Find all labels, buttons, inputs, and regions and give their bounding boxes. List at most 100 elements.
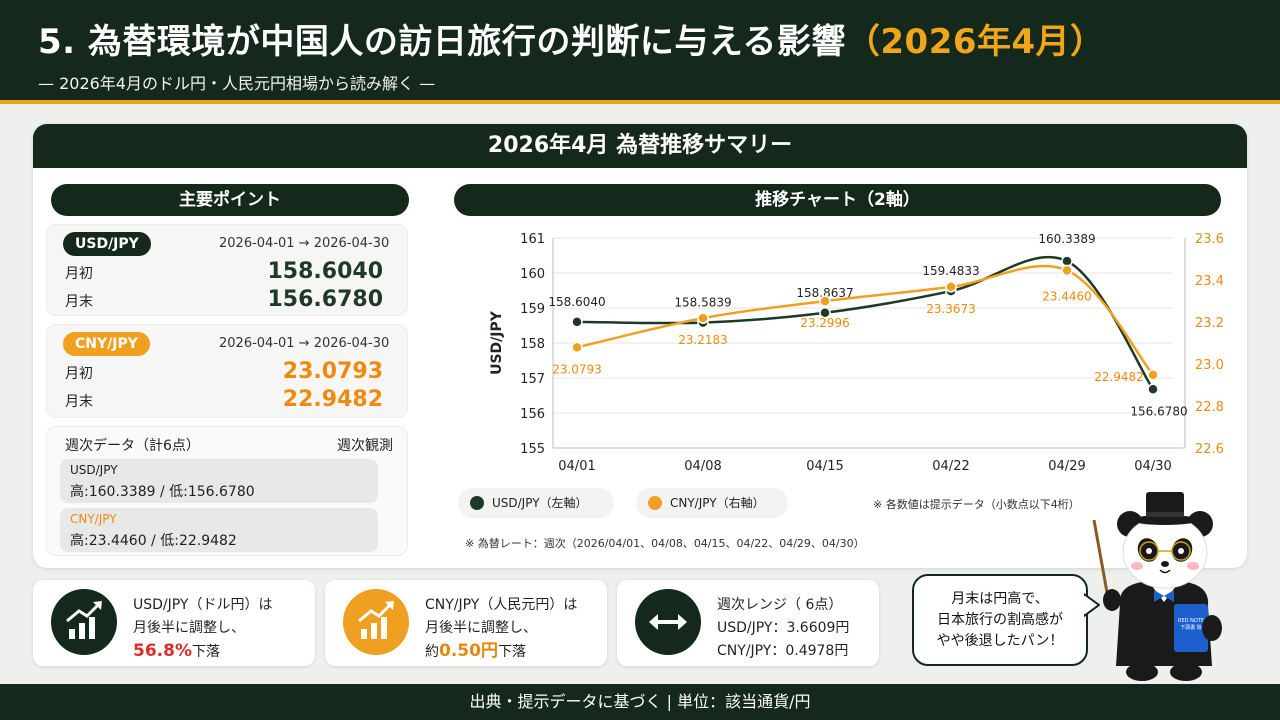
x-tick-label: 04/08 [684, 459, 721, 474]
chart-header: 推移チャート（2軸） [454, 184, 1221, 216]
usd-data-point [819, 307, 831, 319]
title-period: （2026年4月） [845, 22, 1105, 62]
cny-change-prefix: 約 [425, 644, 439, 660]
page-title: 5. 為替環境が中国人の訪日旅行の判断に与える影響（2026年4月） [38, 14, 1105, 63]
cny-data-label: 23.2996 [800, 316, 850, 330]
usd-range: 2026-04-01 → 2026-04-30 [219, 236, 390, 251]
usd-tag: USD/JPY [63, 232, 151, 256]
cny-series-line [576, 264, 1154, 376]
cny-end-label: 月末 [65, 394, 93, 410]
usd-end-value: 156.6780 [267, 287, 383, 312]
weekly-cny-hilo: 高:23.4460 / 低:22.9482 [70, 533, 237, 549]
weekly-range-text: 週次レンジ（ 6点） USD/JPY：3.6609円 CNY/JPY：0.497… [717, 594, 849, 663]
cny-change-line1: CNY/JPY（人民元円）は [425, 597, 578, 613]
usd-change-text: USD/JPY（ドル円）は 月後半に調整し、 56.8%下落 [133, 594, 272, 664]
legend-cny: CNY/JPY（右軸） [636, 488, 788, 518]
usd-data-label: 159.4833 [922, 264, 979, 278]
page-header: 5. 為替環境が中国人の訪日旅行の判断に与える影響（2026年4月） — 202… [0, 0, 1280, 104]
book-text-line1: RED NOTE [1178, 618, 1204, 624]
legend-usd-swatch [470, 496, 484, 510]
cny-range: 2026-04-01 → 2026-04-30 [219, 336, 390, 351]
cny-change-amount: 0.50円 [439, 641, 498, 661]
x-tick-label: 04/29 [1048, 459, 1085, 474]
y-left-axis-title: USD/JPY [489, 310, 505, 375]
legend-note: ※ 各数値は提示データ（小数点以下4桁） [873, 498, 1080, 511]
weekly-range-line3: CNY/JPY：0.4978円 [717, 643, 849, 659]
usd-change-suffix: 下落 [191, 644, 220, 660]
weekly-range-line1: 週次レンジ（ 6点） [717, 597, 843, 613]
double-arrow-icon [635, 589, 701, 655]
cny-change-line2: 月後半に調整し、 [425, 620, 537, 636]
key-points-header: 主要ポイント [51, 184, 409, 216]
bar-chart-up-icon [51, 589, 117, 655]
weekly-usd-row: USD/JPY 高:160.3389 / 低:156.6780 [60, 459, 378, 503]
usd-change-percent: 56.8% [133, 641, 192, 661]
cny-change-text: CNY/JPY（人民元円）は 月後半に調整し、 約0.50円下落 [425, 594, 577, 664]
usd-series-line [576, 255, 1155, 390]
x-tick-label: 04/01 [558, 459, 595, 474]
usd-change-card: USD/JPY（ドル円）は 月後半に調整し、 56.8%下落 [33, 580, 315, 666]
y-right-tick-label: 23.4 [1195, 274, 1224, 289]
usd-data-label: 160.3389 [1038, 232, 1095, 246]
usd-end-label: 月末 [65, 294, 93, 310]
cny-end-value: 22.9482 [282, 387, 383, 412]
cny-data-label: 23.2183 [678, 333, 728, 347]
cny-data-label: 22.9482 [1094, 370, 1144, 384]
weekly-observation-label: 週次観測 [337, 438, 393, 454]
usd-data-label: 158.6040 [548, 295, 605, 309]
summary-panel: 2026年4月 為替推移サマリー 主要ポイント 推移チャート（2軸） USD/J… [33, 124, 1247, 568]
y-left-tick-label: 161 [520, 232, 545, 247]
blue-book [1174, 604, 1208, 652]
weekly-data-card: 週次データ（計6点） 週次観測 USD/JPY 高:160.3389 / 低:1… [46, 426, 408, 556]
legend-cny-label: CNY/JPY（右軸） [670, 496, 765, 510]
cny-data-point [1061, 264, 1073, 277]
y-left-tick-label: 156 [520, 407, 545, 422]
usd-data-point [571, 316, 583, 328]
weekly-usd-hilo: 高:160.3389 / 低:156.6780 [70, 484, 255, 500]
usd-data-label: 156.6780 [1130, 404, 1187, 418]
usd-data-point [1147, 383, 1159, 396]
x-tick-label: 04/30 [1134, 459, 1171, 474]
panda-mascot-illustration: RED NOTE 下頭書 除 [1092, 492, 1222, 681]
y-right-tick-label: 23.2 [1195, 316, 1224, 331]
bar-chart-up-icon [343, 589, 409, 655]
speech-bubble-tail [1084, 592, 1100, 618]
usd-change-line2: 月後半に調整し、 [133, 620, 245, 636]
legend-cny-swatch [648, 496, 662, 510]
usd-change-line3: 56.8%下落 [133, 640, 272, 664]
usd-start-value: 158.6040 [267, 259, 383, 284]
book-text-line2: 下頭書 除 [1180, 624, 1202, 631]
weekly-range-line2: USD/JPY：3.6609円 [717, 620, 850, 636]
cny-data-label: 23.4460 [1042, 289, 1092, 303]
speech-line-2: 日本旅行の割高感が [937, 612, 1063, 628]
weekly-cny-name: CNY/JPY [70, 512, 117, 526]
y-left-tick-label: 158 [520, 337, 545, 352]
bow-tie-icon [1154, 590, 1164, 602]
cny-change-suffix: 下落 [497, 644, 526, 660]
y-right-tick-label: 23.6 [1195, 232, 1224, 247]
speech-line-1: 月末は円高で、 [951, 591, 1049, 607]
cny-summary-card: CNY/JPY 2026-04-01 → 2026-04-30 月初 23.07… [46, 324, 408, 418]
panda-head [1122, 515, 1208, 589]
weekly-title: 週次データ（計6点） [65, 438, 200, 454]
chart-footnote: ※ 為替レート：週次（2026/04/01、04/08、04/15、04/22、… [465, 537, 865, 550]
cny-data-point [1147, 369, 1159, 381]
summary-title: 2026年4月 為替推移サマリー [33, 124, 1247, 168]
legend-usd-label: USD/JPY（左軸） [492, 496, 588, 510]
usd-data-label: 158.8637 [796, 286, 853, 300]
cny-data-point [697, 312, 709, 324]
weekly-usd-name: USD/JPY [70, 463, 118, 477]
panda-shirt [1152, 586, 1176, 602]
cny-start-value: 23.0793 [282, 359, 383, 384]
y-left-tick-label: 160 [520, 267, 545, 282]
y-right-tick-label: 22.8 [1195, 400, 1224, 415]
usd-change-line1: USD/JPY（ドル円）は [133, 597, 273, 613]
cny-data-point [945, 281, 957, 293]
speech-line-3: やや後退したパン！ [936, 633, 1064, 649]
y-left-tick-label: 157 [520, 372, 545, 387]
page-subtitle: — 2026年4月のドル円・人民元円相場から読み解く — [38, 74, 436, 93]
cny-start-label: 月初 [65, 366, 93, 382]
usd-start-label: 月初 [65, 266, 93, 282]
cny-data-label: 23.3673 [926, 302, 976, 316]
y-left-tick-label: 155 [520, 442, 545, 457]
